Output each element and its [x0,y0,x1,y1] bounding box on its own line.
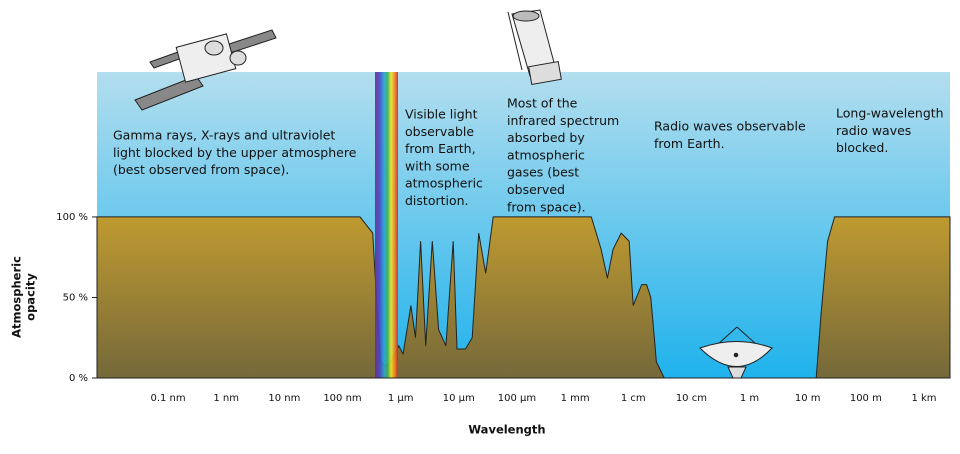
annotation: Long-wavelength [836,106,944,121]
annotation: absorbed by [507,130,585,145]
x-tick-label: 1 m [740,393,759,404]
annotation: observed [507,182,565,197]
x-tick-label: 100 m [850,393,882,404]
annotation: distortion. [405,193,469,208]
x-tick-label: 10 nm [268,393,300,404]
x-tick-label: 10 µm [443,393,475,404]
x-tick-label: 10 cm [676,393,707,404]
y-tick-label: 0 % [69,373,88,384]
x-tick-label: 1 cm [621,393,646,404]
x-tick-label: 0.1 nm [150,393,185,404]
annotation: observable [405,124,474,139]
telescope-icon [507,9,562,86]
x-tick-label: 10 m [795,393,821,404]
x-tick-label: 1 nm [213,393,239,404]
annotation: infrared spectrum [507,113,619,128]
annotation: (best observed from space). [113,162,289,177]
x-tick-label: 1 mm [561,393,590,404]
annotation: atmospheric [405,176,483,191]
annotation: with some [405,158,470,173]
y-tick-label: 100 % [56,212,88,223]
x-axis-label: Wavelength [468,423,545,437]
annotation: Gamma rays, X-rays and ultraviolet [113,128,335,143]
y-tick-label: 50 % [63,292,88,303]
radio-dish-icon [699,326,773,379]
annotation: light blocked by the upper atmosphere [113,145,357,160]
y-axis-label: opacity [24,273,38,321]
annotation: from Earth. [654,136,725,151]
annotation: atmospheric [507,147,585,162]
annotation: blocked. [836,140,888,155]
annotation: from space). [507,199,586,214]
annotation: Visible light [405,107,478,122]
satellite-icon [134,29,277,111]
annotation: gases (best [507,165,579,180]
y-axis-label: Atmospheric [10,256,24,338]
x-tick-label: 100 nm [323,393,361,404]
annotation: from Earth, [405,141,476,156]
x-tick-label: 1 µm [388,393,414,404]
visible-spectrum [375,72,398,378]
x-tick-label: 100 µm [498,393,536,404]
annotation: radio waves [836,123,911,138]
x-tick-label: 1 km [911,393,936,404]
annotation: Radio waves observable [654,119,806,134]
annotation: Most of the [507,96,578,111]
